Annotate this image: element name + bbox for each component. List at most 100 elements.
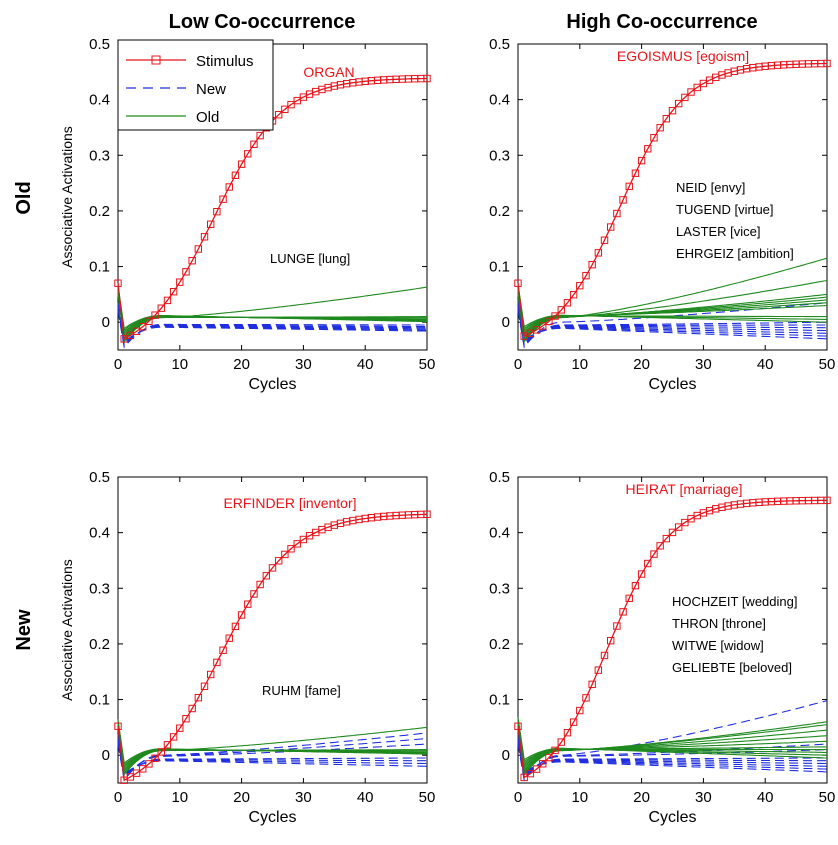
stimulus-point [662, 115, 671, 123]
x-axis-label: Cycles [648, 376, 696, 393]
stimulus-point [563, 728, 572, 737]
stimulus-point [231, 171, 240, 179]
column-title-high: High Co-occurrence [566, 11, 757, 33]
stimulus-point [674, 99, 683, 108]
stimulus-point [194, 693, 203, 702]
stimulus-point [823, 59, 831, 68]
stimulus-point [262, 572, 271, 580]
stimulus-point [237, 611, 246, 619]
new-series-line [517, 732, 828, 774]
stimulus-series-line [517, 62, 827, 338]
stimulus-point [225, 183, 233, 191]
y-tick-label: 0 [102, 747, 110, 764]
old-series-line [117, 719, 428, 764]
x-tick-label: 30 [295, 356, 312, 373]
stimulus-point [514, 722, 522, 730]
new-series-line [517, 738, 827, 779]
plot-frame [117, 476, 428, 784]
x-tick-label: 10 [171, 356, 188, 373]
x-tick-label: 10 [571, 789, 588, 806]
row-title-new: New [13, 609, 35, 651]
stimulus-point [188, 704, 196, 713]
y-tick-label: 0 [102, 314, 110, 331]
y-tick-label: 0.4 [89, 92, 110, 109]
y-tick-label: 0 [502, 747, 510, 764]
y-axis-label: Associative Activations [59, 126, 75, 268]
stimulus-point [151, 311, 159, 319]
stimulus-point [687, 88, 695, 96]
stimulus-point [656, 542, 664, 550]
stimulus-point [256, 131, 264, 140]
stimulus-word-label: ORGAN [303, 64, 354, 80]
panels: 0 10 20 30 40 50 0 0.1 0.2 0.3 0.4 0.5 Cycles Associa… [59, 36, 835, 826]
stimulus-point [532, 326, 541, 334]
stimulus-point [176, 278, 184, 286]
y-tick-label: 0.2 [89, 636, 110, 653]
stimulus-point [674, 523, 683, 531]
x-tick-label: 50 [819, 356, 836, 373]
x-tick-label: 20 [633, 789, 650, 806]
stimulus-point [219, 195, 227, 203]
x-tick-label: 40 [357, 789, 374, 806]
y-tick-label: 0.4 [89, 525, 110, 542]
associate-word-label: LASTER [vice] [676, 224, 761, 239]
x-axis-label: Cycles [248, 809, 296, 826]
stimulus-point [514, 279, 522, 287]
stimulus-point [114, 722, 122, 730]
stimulus-point [213, 658, 221, 667]
stimulus-point [157, 304, 165, 312]
stimulus-point [145, 760, 153, 768]
stimulus-point [637, 156, 646, 165]
legend-old-label: Old [196, 109, 219, 126]
chart-panel-1: 0 10 20 30 40 50 0 0.1 0.2 0.3 0.4 0.5 Cycles Associa… [59, 36, 435, 393]
x-tick-label: 20 [233, 356, 250, 373]
row-title-old: Old [13, 181, 35, 214]
x-tick-label: 0 [514, 356, 522, 373]
chart-panel-3: 0 10 20 30 40 50 0 0.1 0.2 0.3 0.4 0.5 Cycles Associa… [59, 469, 435, 826]
new-series-line [517, 733, 828, 775]
stimulus-point [182, 268, 190, 276]
x-tick-label: 20 [633, 356, 650, 373]
new-series-line [117, 732, 428, 782]
associate-word-label: HOCHZEIT [wedding] [672, 594, 797, 609]
old-series-line [117, 285, 427, 330]
stimulus-point [551, 312, 559, 320]
new-series-line [117, 735, 427, 776]
old-series-line [517, 717, 828, 761]
x-tick-label: 0 [514, 789, 522, 806]
stimulus-point [582, 694, 590, 702]
stimulus-point [207, 670, 215, 679]
stimulus-point [631, 169, 640, 177]
associate-word-label: LUNGE [lung] [270, 251, 350, 266]
stimulus-point [656, 124, 664, 132]
y-tick-label: 0.1 [489, 692, 510, 709]
column-title-low: Low Co-occurrence [169, 11, 356, 33]
stimulus-point [526, 769, 535, 778]
stimulus-point [151, 754, 159, 762]
legend: Stimulus New Old [117, 39, 274, 131]
y-tick-label: 0 [502, 314, 510, 331]
y-tick-label: 0.5 [89, 469, 110, 486]
associate-word-label: WITWE [widow] [672, 638, 764, 653]
y-tick-label: 0.1 [89, 692, 110, 709]
stimulus-point [613, 622, 621, 630]
stimulus-point [693, 83, 701, 92]
associate-word-label: GELIEBTE [beloved] [672, 660, 792, 675]
y-tick-label: 0.2 [489, 636, 510, 653]
stimulus-point [607, 637, 615, 645]
x-tick-label: 20 [233, 789, 250, 806]
stimulus-point [576, 706, 584, 715]
x-tick-label: 30 [695, 789, 712, 806]
new-series-line [117, 311, 427, 349]
stimulus-point [200, 233, 209, 241]
new-series-line [517, 735, 827, 776]
associate-word-label: EHRGEIZ [ambition] [676, 246, 794, 261]
stimulus-point [532, 765, 541, 773]
stimulus-word-label: ERFINDER [inventor] [223, 495, 356, 511]
stimulus-point [539, 760, 547, 768]
x-tick-label: 40 [357, 356, 374, 373]
stimulus-point [126, 773, 135, 781]
y-tick-label: 0.1 [89, 259, 110, 276]
stimulus-point [244, 600, 252, 608]
y-axis-label: Associative Activations [59, 559, 75, 701]
